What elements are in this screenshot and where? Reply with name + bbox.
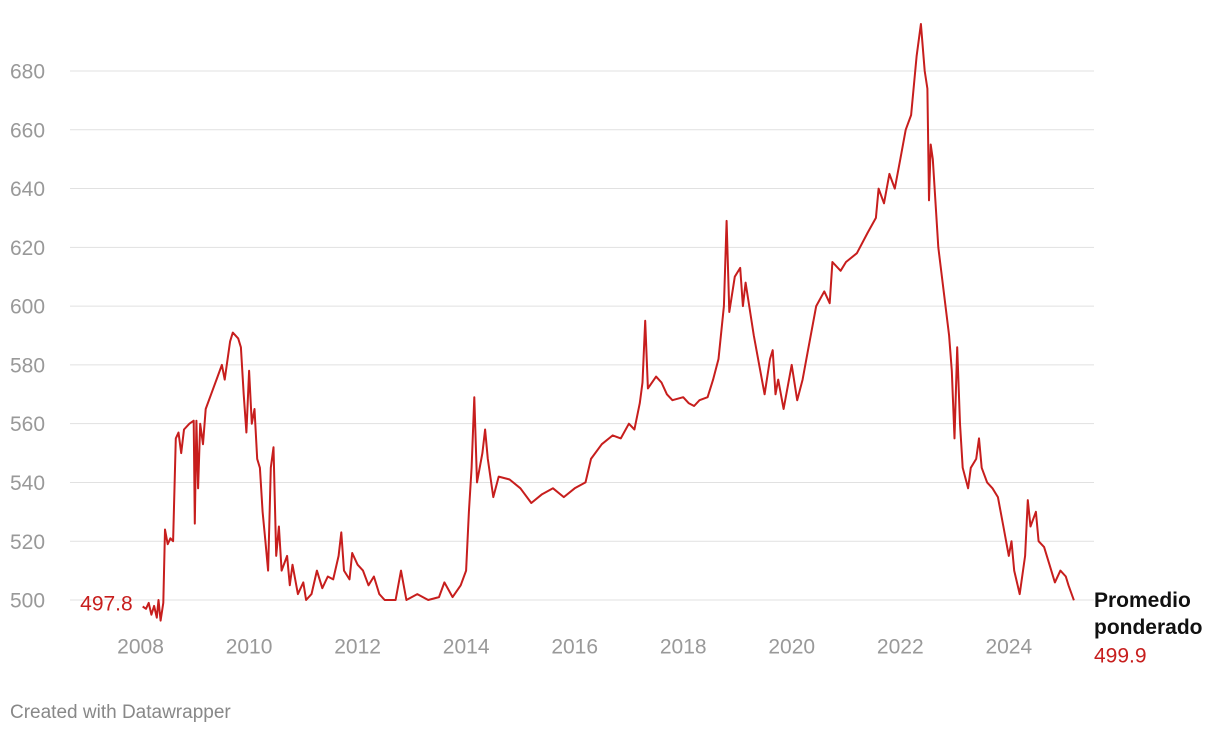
x-tick-label: 2014	[443, 636, 490, 659]
x-tick-label: 2024	[985, 636, 1032, 659]
y-tick-label: 640	[10, 178, 45, 201]
y-tick-label: 600	[10, 296, 45, 319]
y-tick-label: 540	[10, 472, 45, 495]
y-tick-label: 620	[10, 237, 45, 260]
end-value-label: 499.9	[1094, 645, 1147, 668]
start-value-label: 497.8	[80, 593, 133, 616]
x-tick-label: 2012	[334, 636, 381, 659]
footer: Created with Datawrapper	[10, 702, 231, 723]
x-tick-label: 2018	[660, 636, 707, 659]
line	[142, 23, 1075, 622]
y-tick-label: 660	[10, 119, 45, 142]
y-tick-label: 520	[10, 531, 45, 554]
y-tick-label: 500	[10, 590, 45, 613]
y-tick-label: 580	[10, 354, 45, 377]
series-label: Promedio ponderado	[1094, 589, 1203, 639]
x-tick-label: 2016	[551, 636, 598, 659]
y-tick-label: 560	[10, 413, 45, 436]
x-tick-label: 2008	[117, 636, 164, 659]
y-tick-label: 680	[10, 61, 45, 84]
x-tick-label: 2022	[877, 636, 924, 659]
x-tick-label: 2010	[226, 636, 273, 659]
x-tick-label: 2020	[768, 636, 815, 659]
